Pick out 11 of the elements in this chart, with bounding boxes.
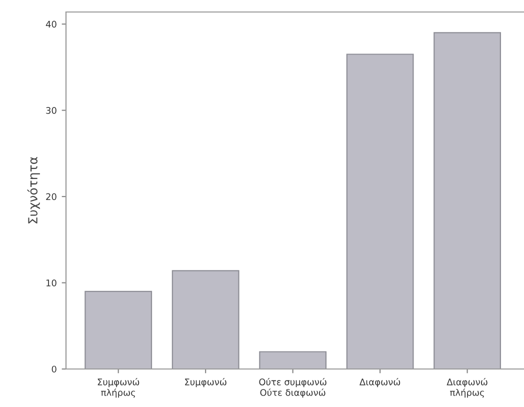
x-tick-label: Συμφωνώ πλήρως xyxy=(98,378,140,398)
y-tick-label: 0 xyxy=(52,366,56,373)
y-tick-label: 20 xyxy=(46,193,56,200)
x-tick-label: Διαφωνώ πλήρως xyxy=(446,378,488,398)
y-axis-title: Συχνότητα xyxy=(27,157,40,224)
y-tick-label: 30 xyxy=(46,107,56,114)
x-tick-label: Διαφωνώ xyxy=(359,378,400,388)
x-tick-label: Συμφωνώ xyxy=(185,378,226,388)
y-tick-label: 10 xyxy=(46,280,56,286)
x-tick-label: Ούτε συμφωνώ Ούτε διαφωνώ xyxy=(259,378,326,398)
y-tick-label: 40 xyxy=(46,20,56,28)
